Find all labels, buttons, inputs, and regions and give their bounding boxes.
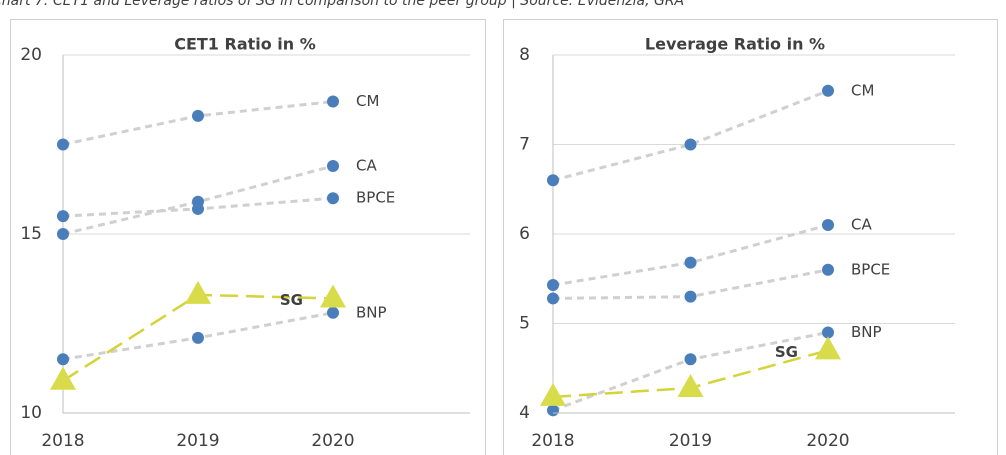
- marker: [822, 263, 834, 276]
- marker: [327, 95, 339, 108]
- marker: [192, 202, 204, 215]
- marker: [822, 219, 834, 232]
- marker: [327, 306, 339, 319]
- series-label: CA: [851, 216, 872, 234]
- marker: [192, 109, 204, 122]
- marker: [192, 331, 204, 344]
- caption: Chart 7: CET1 and Leverage ratios of SG …: [0, 0, 684, 9]
- panel-border: [503, 19, 998, 455]
- y-tick-label: 7: [519, 135, 530, 155]
- panel-border: [10, 19, 486, 455]
- marker: [547, 292, 559, 305]
- marker: [57, 210, 69, 223]
- series-label: BPCE: [851, 260, 890, 278]
- marker: [547, 404, 559, 417]
- series-label: BPCE: [356, 189, 395, 207]
- series-label: CM: [851, 81, 874, 99]
- series-line: [62, 100, 334, 146]
- series-label: BNP: [851, 323, 882, 341]
- series-label: SG: [775, 343, 798, 361]
- x-tick-label: 2019: [176, 431, 219, 451]
- y-tick-label: 8: [519, 45, 530, 65]
- y-tick-label: 5: [519, 314, 530, 334]
- marker: [822, 326, 834, 339]
- marker: [815, 336, 841, 360]
- x-tick-label: 2018: [531, 431, 574, 451]
- chart-title: Leverage Ratio in %: [645, 35, 825, 54]
- marker: [547, 174, 559, 187]
- chart-title: CET1 Ratio in %: [174, 35, 316, 54]
- y-tick-label: 10: [20, 403, 42, 423]
- marker: [327, 192, 339, 205]
- series-label: CA: [356, 156, 377, 174]
- y-tick-label: 4: [519, 403, 530, 423]
- y-tick-label: 15: [20, 224, 42, 244]
- marker: [684, 353, 697, 366]
- marker: [547, 279, 559, 292]
- marker: [684, 256, 697, 269]
- marker: [822, 84, 834, 97]
- x-tick-label: 2020: [311, 431, 354, 451]
- series-line: [552, 89, 829, 182]
- x-tick-label: 2019: [669, 431, 712, 451]
- marker: [57, 353, 69, 366]
- marker: [57, 228, 69, 240]
- series-label: SG: [280, 291, 303, 309]
- x-tick-label: 2018: [41, 431, 84, 451]
- marker: [57, 138, 69, 151]
- marker: [540, 382, 566, 406]
- marker: [50, 366, 76, 390]
- x-tick-label: 2020: [806, 431, 849, 451]
- y-tick-label: 6: [519, 224, 530, 244]
- marker: [684, 290, 697, 303]
- marker: [677, 373, 704, 397]
- series-label: BNP: [356, 303, 387, 321]
- marker: [684, 138, 697, 151]
- y-tick-label: 20: [20, 45, 42, 65]
- marker: [320, 284, 346, 308]
- series-line: [552, 223, 829, 287]
- marker: [185, 280, 211, 304]
- series-label: CM: [356, 92, 379, 110]
- marker: [327, 159, 339, 172]
